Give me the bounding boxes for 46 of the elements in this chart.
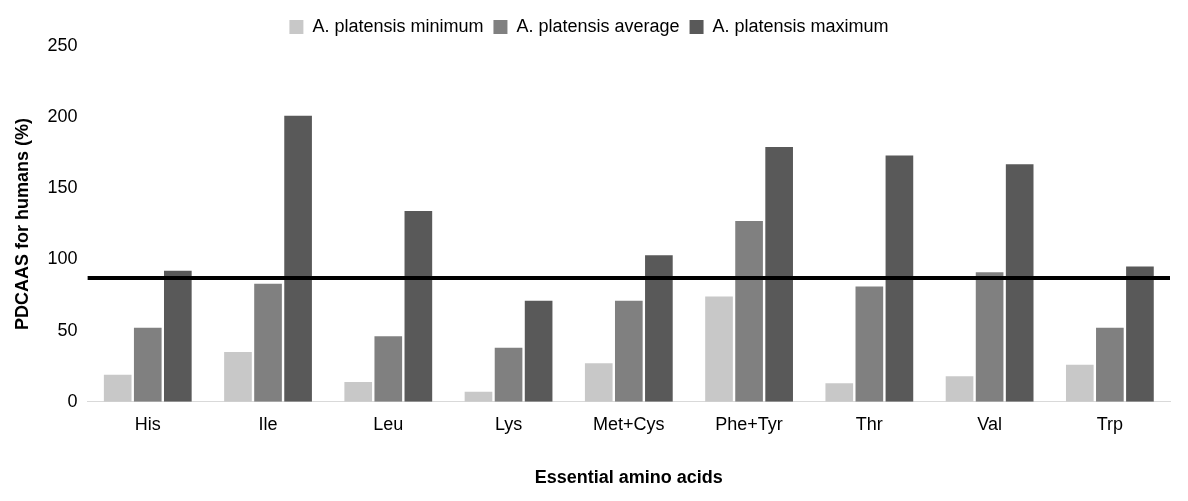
bar xyxy=(254,283,282,402)
bar xyxy=(945,376,974,402)
y-tick-label: 100 xyxy=(47,248,78,269)
y-tick-label: 0 xyxy=(67,390,78,411)
bar xyxy=(885,155,914,402)
bar xyxy=(103,374,132,402)
x-tick-label: Thr xyxy=(855,413,883,434)
bar xyxy=(765,147,793,402)
y-tick-label: 150 xyxy=(47,177,78,198)
y-axis-title: PDCAAS for humans (%) xyxy=(11,117,32,330)
bar xyxy=(1065,364,1094,402)
bar xyxy=(284,115,312,402)
x-tick-label: Phe+Tyr xyxy=(715,413,783,434)
x-tick-label: Ile xyxy=(258,413,278,434)
bar xyxy=(224,351,252,402)
x-tick-label: Lys xyxy=(494,413,523,434)
legend-label: A. platensis average xyxy=(516,15,680,36)
x-axis-title: Essential amino acids xyxy=(534,467,723,488)
bar xyxy=(855,286,884,402)
bar xyxy=(133,327,162,402)
y-tick-label: 250 xyxy=(47,34,78,55)
bar xyxy=(975,272,1004,402)
bar xyxy=(1005,164,1034,402)
bar xyxy=(494,347,523,402)
bar xyxy=(374,336,403,402)
bar xyxy=(1096,327,1124,402)
bar xyxy=(1126,266,1154,402)
x-tick-label: Leu xyxy=(373,413,404,434)
bar xyxy=(344,381,373,402)
legend-label: A. platensis maximum xyxy=(712,15,889,36)
bar xyxy=(164,270,192,402)
bar xyxy=(404,211,433,402)
bar xyxy=(735,221,763,402)
bar xyxy=(584,363,613,402)
x-tick-label: His xyxy=(134,413,161,434)
bar xyxy=(645,255,673,402)
x-tick-label: Trp xyxy=(1096,413,1124,434)
x-tick-label: Val xyxy=(977,413,1002,434)
x-tick-label: Met+Cys xyxy=(593,413,665,434)
bar xyxy=(614,300,643,402)
bar xyxy=(705,296,733,402)
bar xyxy=(524,300,553,402)
bar xyxy=(825,383,854,402)
legend-label: A. platensis minimum xyxy=(312,15,484,36)
y-tick-label: 50 xyxy=(57,319,78,340)
y-tick-label: 200 xyxy=(47,106,78,127)
